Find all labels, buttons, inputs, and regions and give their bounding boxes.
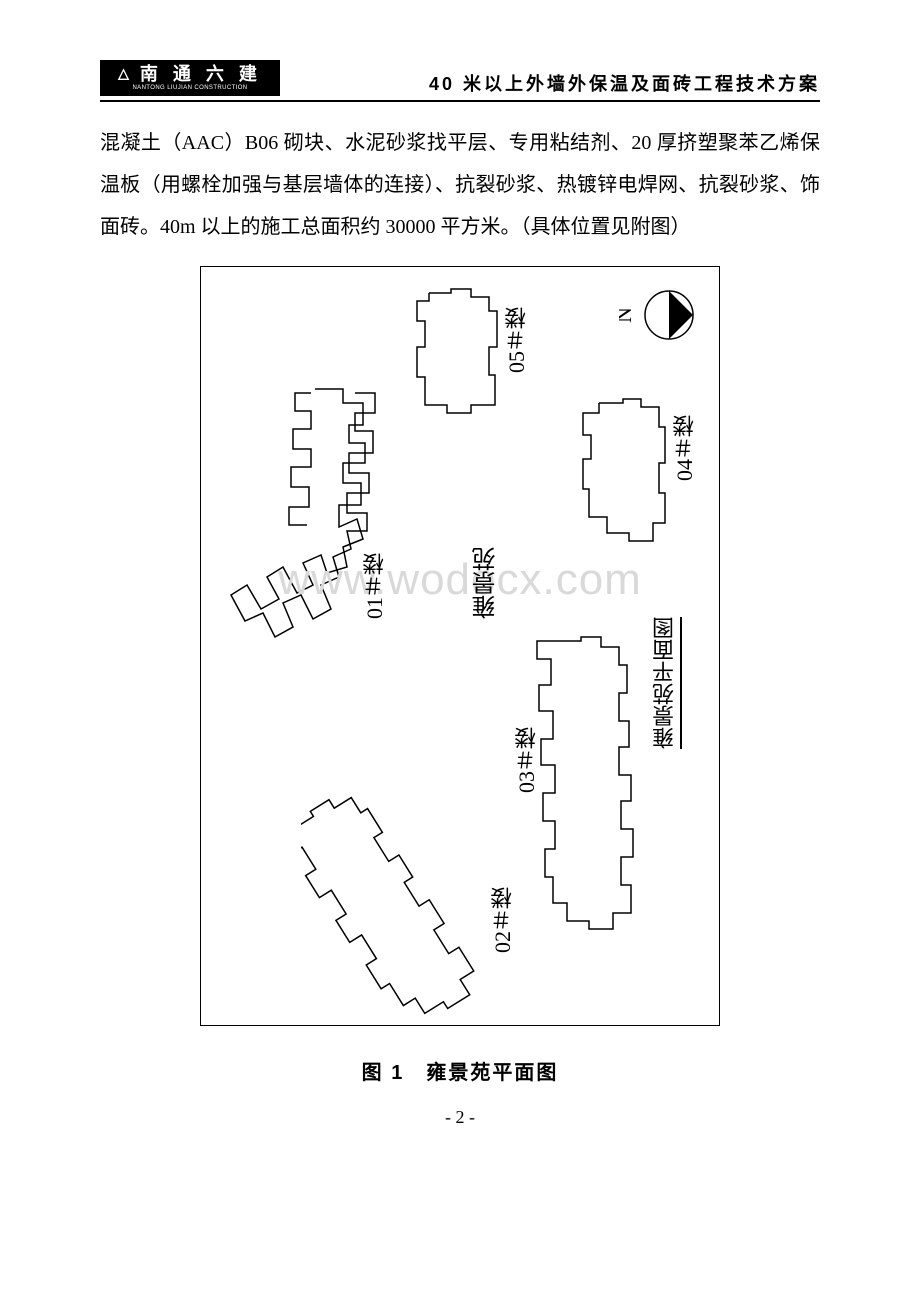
triangle-icon: △ — [118, 66, 134, 80]
company-logo: △ 南 通 六 建 NANTONG LIUJIAN CONSTRUCTION — [100, 60, 280, 96]
figure-caption: 图 1 雍景苑平面图 — [100, 1056, 820, 1085]
building-05-label: 05＃楼 — [501, 307, 533, 373]
building-03-label: 03＃楼 — [511, 727, 543, 793]
logo-text: 南 通 六 建 — [140, 65, 262, 83]
building-05-shape — [411, 287, 501, 417]
logo-subtitle: NANTONG LIUJIAN CONSTRUCTION — [132, 85, 247, 91]
page-number: - 2 - — [100, 1107, 820, 1128]
site-plan-figure: www.wodocx.com N 05＃楼 04＃楼 01＃楼 雍景苑 03＃楼… — [200, 266, 720, 1026]
compass-label: N — [619, 307, 636, 323]
logo-main-text: △ 南 通 六 建 — [118, 65, 262, 83]
building-04-label: 04＃楼 — [669, 415, 701, 481]
compass-icon: N — [619, 285, 699, 345]
document-title: 40 米以上外墙外保温及面砖工程技术方案 — [429, 70, 820, 96]
building-02-label: 02＃楼 — [487, 887, 519, 953]
building-04-shape — [579, 397, 669, 547]
page-header: △ 南 通 六 建 NANTONG LIUJIAN CONSTRUCTION 4… — [100, 60, 820, 102]
site-name-label: 雍景苑 — [469, 547, 504, 619]
site-plan-title: 雍景苑平面图 — [649, 617, 681, 749]
building-01-label: 01＃楼 — [359, 553, 391, 619]
body-paragraph: 混凝土（AAC）B06 砌块、水泥砂浆找平层、专用粘结剂、20 厚挤塑聚苯乙烯保… — [100, 122, 820, 248]
